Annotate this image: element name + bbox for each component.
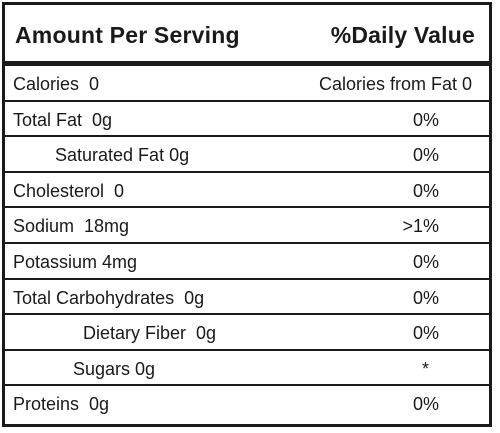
nutrient-name: Total Fat 0g xyxy=(13,109,113,130)
nutrient-value: 0% xyxy=(412,323,439,344)
row-dietary-fiber: Dietary Fiber 0g 0% xyxy=(5,315,489,351)
nutrient-name: Cholesterol 0 xyxy=(13,180,125,201)
row-calories: Calories 0 Calories from Fat 0 xyxy=(5,66,489,102)
nutrient-name: Calories 0 xyxy=(13,74,100,94)
row-potassium: Potassium 4mg 0% xyxy=(5,244,489,280)
nutrient-name: Sugars 0g xyxy=(73,358,156,379)
nutrient-name: Proteins 0g xyxy=(13,394,110,415)
nutrient-value: 0% xyxy=(412,394,439,415)
nutrient-value: * xyxy=(421,358,429,379)
nutrient-value: 0% xyxy=(412,109,439,130)
nutrient-name: Total Carbohydrates 0g xyxy=(13,287,205,308)
nutrient-value: 0% xyxy=(412,180,439,201)
daily-value-heading: %Daily Value xyxy=(330,22,475,48)
nutrient-value: >1% xyxy=(402,216,439,237)
nutrient-name: Sodium 18mg xyxy=(13,216,130,237)
amount-per-serving-heading: Amount Per Serving xyxy=(15,22,240,48)
nutrient-name: Saturated Fat 0g xyxy=(55,145,190,166)
nutrition-facts-table: Amount Per Serving %Daily Value Calories… xyxy=(2,2,492,427)
row-sugars: Sugars 0g * xyxy=(5,351,489,387)
row-sodium: Sodium 18mg >1% xyxy=(5,208,489,244)
row-total-fat: Total Fat 0g 0% xyxy=(5,102,489,138)
row-total-carbohydrates: Total Carbohydrates 0g 0% xyxy=(5,280,489,316)
row-proteins: Proteins 0g 0% xyxy=(5,386,489,422)
nutrient-name: Dietary Fiber 0g xyxy=(83,323,217,344)
nutrient-value: Calories from Fat 0 xyxy=(318,74,472,94)
nutrient-value: 0% xyxy=(412,251,439,272)
row-saturated-fat: Saturated Fat 0g 0% xyxy=(5,137,489,173)
nutrient-name: Potassium 4mg xyxy=(13,251,138,272)
row-cholesterol: Cholesterol 0 0% xyxy=(5,173,489,209)
nutrient-rows: Calories 0 Calories from Fat 0 Total Fat… xyxy=(5,66,489,422)
nutrient-value: 0% xyxy=(412,145,439,166)
nutrient-value: 0% xyxy=(412,287,439,308)
table-header: Amount Per Serving %Daily Value xyxy=(5,5,489,66)
